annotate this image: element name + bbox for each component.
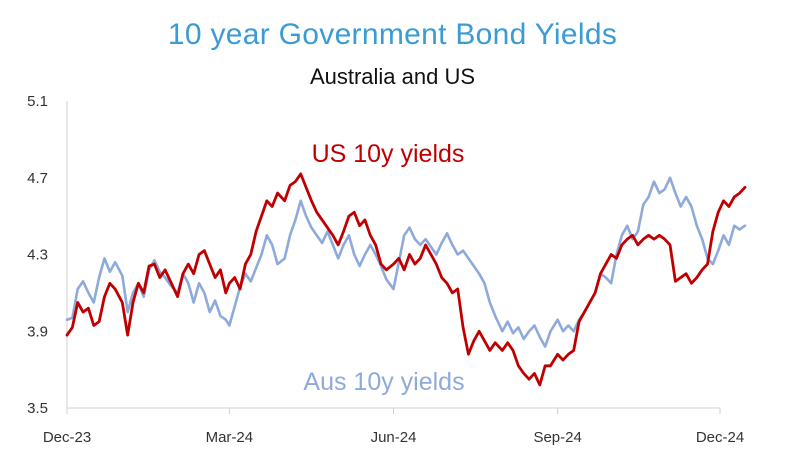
x-tick-label: Mar-24: [206, 429, 254, 446]
series-layer: [65, 172, 747, 387]
x-tick-label: Jun-24: [371, 429, 417, 446]
y-tick-label: 3.9: [27, 323, 48, 340]
series-label-aus: Aus 10y yields: [303, 368, 464, 396]
y-tick-label: 4.7: [27, 170, 48, 187]
series-label-us: US 10y yields: [312, 140, 465, 168]
series-line-us-10y: [65, 172, 747, 387]
y-tick-label: 3.5: [27, 400, 48, 417]
x-tick-label: Dec-24: [696, 429, 744, 446]
y-tick-label: 5.1: [27, 93, 48, 110]
chart-title: 10 year Government Bond Yields: [167, 18, 618, 51]
y-tick-label: 4.3: [27, 247, 48, 264]
x-tick-label: Sep-24: [533, 429, 581, 446]
chart-subtitle: Australia and US: [309, 64, 476, 89]
x-tick-label: Dec-23: [43, 429, 91, 446]
axes: 3.5 3.9 4.3 4.7 5.1 Dec-23 Mar-24 Jun-24 Sep-24 D…: [27, 93, 744, 446]
